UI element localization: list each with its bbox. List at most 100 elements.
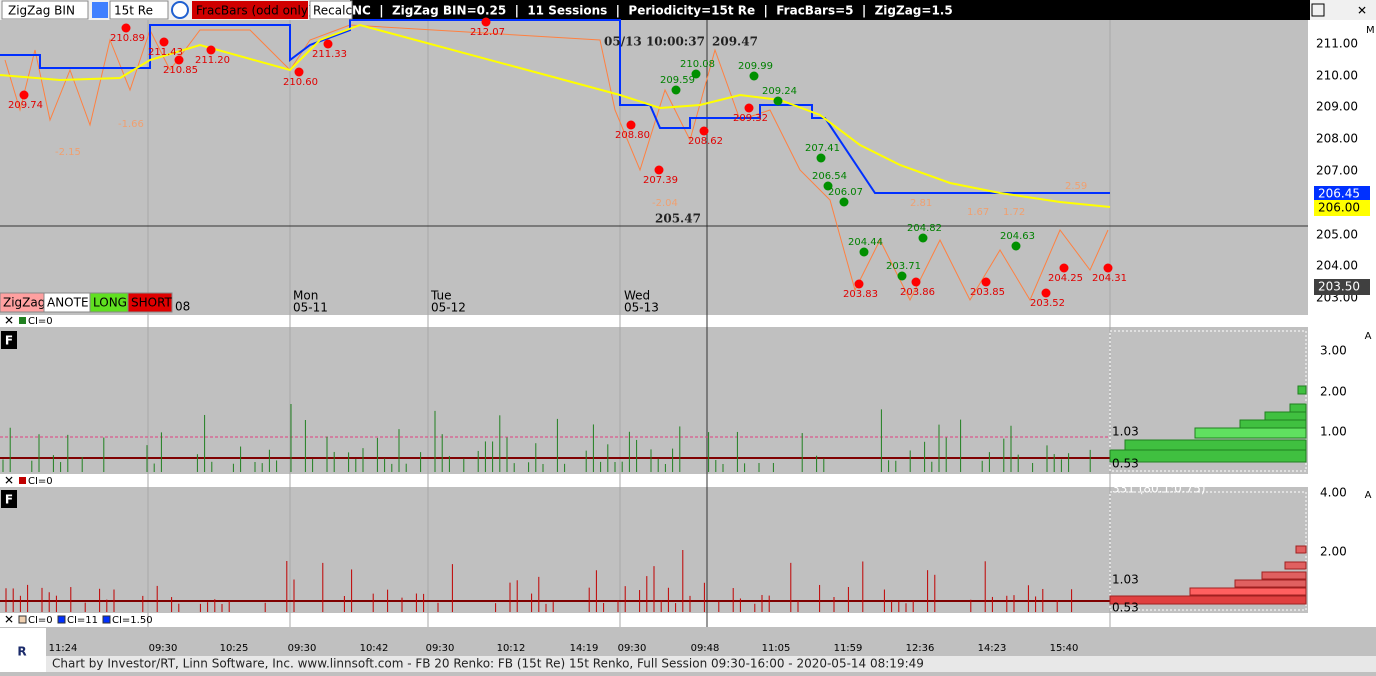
point-label: 211.43 bbox=[148, 47, 183, 58]
profile-box bbox=[1109, 330, 1307, 472]
close-x[interactable]: ✕ bbox=[4, 613, 14, 627]
study-name: ZigZag BIN bbox=[8, 4, 75, 18]
point-label: 209.59 bbox=[660, 75, 695, 86]
study-button[interactable] bbox=[1, 0, 89, 20]
separator bbox=[0, 613, 1376, 627]
pivot-dot bbox=[691, 69, 701, 79]
time-label: 10:42 bbox=[360, 643, 389, 654]
recalc-button[interactable] bbox=[309, 0, 353, 20]
legend: CI=0 bbox=[28, 316, 53, 327]
periodicity-select[interactable] bbox=[109, 0, 169, 20]
pivot-dot bbox=[699, 126, 709, 136]
pivot-dot bbox=[159, 37, 169, 47]
point-label: 2.59 bbox=[1065, 181, 1087, 192]
level-label: 1.03 bbox=[1112, 425, 1139, 439]
fracbars-button[interactable] bbox=[192, 1, 308, 19]
pivot-dot bbox=[626, 120, 636, 130]
footer: Chart by Investor/RT, Linn Software, Inc… bbox=[52, 657, 924, 671]
hourglass-icon[interactable] bbox=[92, 2, 108, 18]
crosshair-price: 205.47 bbox=[655, 212, 701, 226]
mode-button[interactable] bbox=[127, 292, 173, 313]
pivot-dot bbox=[749, 71, 759, 81]
time-label: 10:25 bbox=[220, 643, 249, 654]
price-tick-label: 204.00 bbox=[1316, 259, 1358, 273]
point-label: 210.60 bbox=[283, 77, 318, 88]
volume-bars bbox=[5, 549, 1073, 612]
flag: F bbox=[5, 334, 13, 348]
legend: CI=1.50 bbox=[112, 615, 153, 626]
pivot-dot bbox=[121, 23, 131, 33]
indicator-axis bbox=[1308, 327, 1376, 474]
point-label: 209.24 bbox=[762, 86, 797, 97]
point-label: -1.66 bbox=[118, 119, 144, 130]
close-x[interactable]: ✕ bbox=[4, 314, 14, 328]
point-label: -2.15 bbox=[55, 147, 81, 158]
time-label: 14:19 bbox=[570, 643, 599, 654]
profile-note: 331 (80.1:0.75) bbox=[1112, 482, 1206, 496]
point-label: 204.44 bbox=[848, 237, 883, 248]
point-label: 204.25 bbox=[1048, 273, 1083, 284]
close-x[interactable]: ✕ bbox=[4, 474, 14, 488]
point-label: 209.99 bbox=[738, 61, 773, 72]
price-marker: 206.00 bbox=[1318, 201, 1360, 215]
time-label: 12:36 bbox=[906, 643, 935, 654]
time-axis bbox=[0, 627, 1308, 656]
pivot-dot bbox=[854, 279, 864, 289]
annotation-time: 05/13 10:00:37 bbox=[604, 35, 705, 49]
pivot-dot bbox=[481, 17, 491, 27]
profile bbox=[1109, 385, 1307, 463]
date-day: Wed bbox=[624, 289, 650, 303]
price-marker: 203.50 bbox=[1318, 280, 1360, 294]
pivot-dot bbox=[816, 153, 826, 163]
point-label: 209.74 bbox=[8, 100, 43, 111]
legend-swatch bbox=[57, 615, 66, 624]
price-panel bbox=[0, 20, 1308, 315]
header-bg bbox=[350, 0, 1310, 20]
point-label: 203.52 bbox=[1030, 298, 1065, 309]
time-label: 09:48 bbox=[691, 643, 720, 654]
legend-swatch bbox=[18, 615, 27, 624]
ind-tick-label: 3.00 bbox=[1320, 344, 1347, 358]
periodicity: 15t Re bbox=[114, 4, 153, 18]
price-marker-bg bbox=[1314, 279, 1370, 295]
point-label: 204.31 bbox=[1092, 273, 1127, 284]
restore-button[interactable] bbox=[1311, 3, 1325, 17]
mode-button-label: SHORT bbox=[131, 296, 173, 310]
point-label: 211.33 bbox=[312, 49, 347, 60]
time-label: 09:30 bbox=[426, 643, 455, 654]
point-label: 208.80 bbox=[615, 130, 650, 141]
separator bbox=[0, 474, 1376, 487]
price-tick-label: 209.00 bbox=[1316, 100, 1358, 114]
price-tick-label: 208.00 bbox=[1316, 132, 1358, 146]
ind-tick-label: 2.00 bbox=[1320, 385, 1347, 399]
legend-swatch bbox=[19, 477, 26, 484]
close-button[interactable]: ✕ bbox=[1357, 4, 1367, 18]
mode-button-label: ANOTE bbox=[47, 296, 89, 310]
time-label: 14:23 bbox=[978, 643, 1007, 654]
price-marker-bg bbox=[1314, 200, 1370, 216]
price-marker: 206.45 bbox=[1318, 187, 1360, 201]
time-label: 10:12 bbox=[497, 643, 526, 654]
profile-box bbox=[1109, 491, 1307, 611]
point-label: 204.63 bbox=[1000, 231, 1035, 242]
time-label: 09:30 bbox=[288, 643, 317, 654]
blue-line bbox=[0, 19, 1110, 194]
point-label: 204.82 bbox=[907, 223, 942, 234]
legend-swatch bbox=[19, 317, 26, 324]
date-day: Tue bbox=[430, 289, 452, 303]
point-label: 203.86 bbox=[900, 287, 935, 298]
axis-mode: M bbox=[1366, 25, 1375, 36]
ind-tick-label: 2.00 bbox=[1320, 545, 1347, 559]
point-label: 1.72 bbox=[1003, 207, 1025, 218]
level-label: 0.53 bbox=[1112, 457, 1139, 471]
point-label: 209.32 bbox=[733, 113, 768, 124]
legend: CI=0 bbox=[28, 615, 53, 626]
price-tick-label: 210.00 bbox=[1316, 69, 1358, 83]
pivot-dot bbox=[897, 271, 907, 281]
mode-button-label: LONG bbox=[93, 296, 127, 310]
clock-icon[interactable] bbox=[171, 1, 189, 19]
point-label: 207.41 bbox=[805, 143, 840, 154]
time-label: 15:40 bbox=[1050, 643, 1079, 654]
pivot-dot bbox=[744, 103, 754, 113]
